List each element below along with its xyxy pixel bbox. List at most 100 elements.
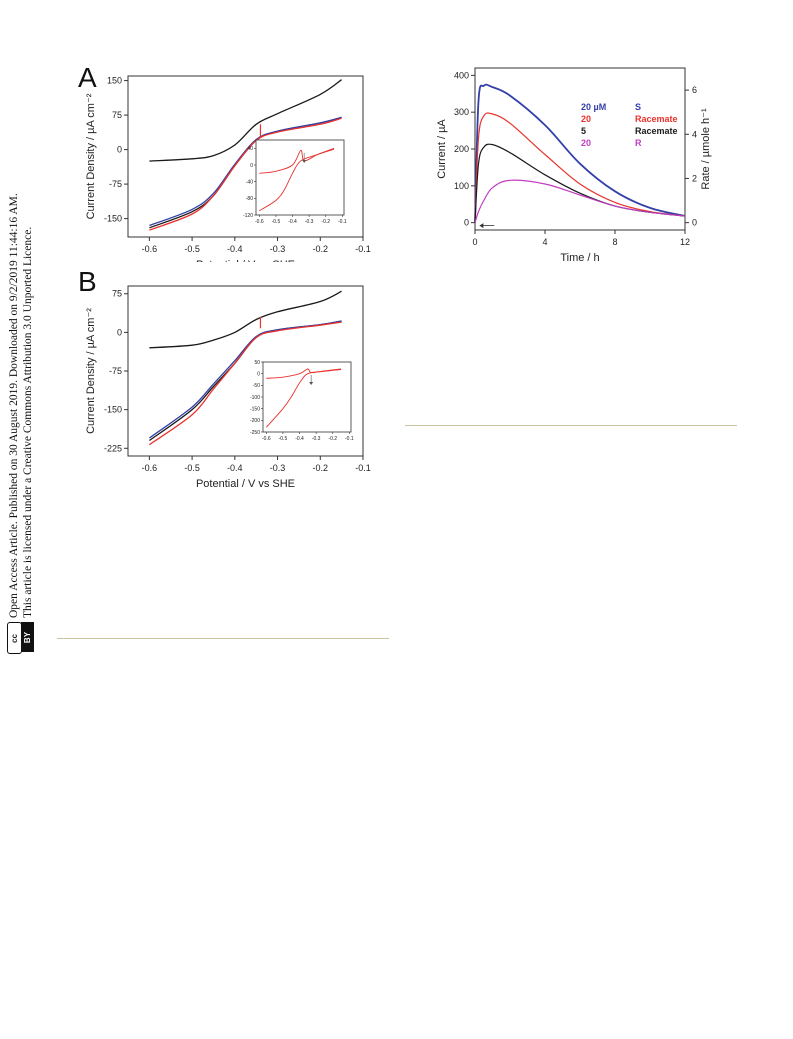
x-tick-label: -0.5	[184, 463, 200, 473]
inset-y-tick-label: -200	[250, 418, 260, 424]
x-tick-label: 0	[472, 237, 477, 247]
x-tick-label: -0.2	[313, 244, 329, 254]
inset-y-tick-label: -250	[250, 430, 260, 436]
panel-b-letter: B	[78, 266, 97, 297]
inset-plot: -0.6 -0.5 -0.4 -0.3 -0.2 -0.1 40 0 -40 -80 -120	[243, 139, 347, 225]
figure-b-chart: -0.6 -0.5 -0.4 -0.3 -0.2 -0.1 75 0 -75 -150 -225 Po…	[85, 285, 371, 490]
y-axis-label: Current / µA	[436, 119, 448, 179]
inset-y-tick-label: -40	[246, 179, 253, 185]
x-tick-label: -0.1	[355, 244, 371, 254]
ketone-arrowhead	[309, 382, 314, 385]
x-tick-label: 8	[612, 237, 617, 247]
cv-trace	[149, 117, 342, 231]
x-tick-label: -0.3	[270, 463, 286, 473]
inset-y-tick-label: -120	[243, 213, 253, 219]
x-tick-label: -0.4	[227, 244, 243, 254]
y-tick-label: 100	[454, 181, 469, 191]
y-axis-label: Current Density / µA cm⁻²	[85, 93, 97, 219]
inset-x-tick-label: -0.6	[262, 436, 271, 442]
inset-plot: -0.6 -0.5 -0.4 -0.3 -0.2 -0.1 50 0 -50 -100 -150 -2…	[250, 360, 354, 442]
inset-y-tick-label: -80	[246, 196, 253, 202]
x-tick-label: -0.6	[142, 244, 158, 254]
figure-a-chart: -0.6 -0.5 -0.4 -0.3 -0.2 -0.1 150 75 0 -75 -150 Pot…	[85, 75, 371, 262]
legend-conc: 20	[581, 138, 591, 148]
by-icon: BY	[21, 622, 34, 652]
legend-conc: 5	[581, 126, 586, 136]
y-tick-label: 0	[117, 327, 122, 337]
y-tick-label: -150	[104, 214, 122, 224]
x-tick-label: -0.3	[270, 244, 286, 254]
inset-x-tick-label: -0.2	[328, 436, 337, 442]
license-line-1: Open Access Article. Published on 30 Aug…	[8, 193, 20, 618]
inset-y-tick-label: 50	[254, 360, 260, 366]
x-axis-label: Time / h	[560, 252, 599, 262]
y-axis-label: Current Density / µA cm⁻²	[85, 308, 97, 434]
inset-y-tick-label: -100	[250, 395, 260, 401]
legend-enantiomer: Racemate	[635, 114, 678, 124]
plot-frame	[127, 75, 364, 238]
cc-icon: cc	[7, 622, 22, 654]
cv-trace	[149, 290, 342, 349]
inset-x-tick-label: -0.1	[338, 219, 347, 225]
license-sidebar: Open Access Article. Published on 30 Aug…	[0, 0, 40, 660]
inset-trace-return	[259, 148, 335, 212]
y-tick-label: 150	[107, 76, 122, 86]
legend-conc: 20	[581, 114, 591, 124]
y-tick-label: 400	[454, 70, 469, 80]
y2-tick-label: 0	[692, 218, 697, 228]
y-tick-label: -75	[109, 366, 122, 376]
inset-x-tick-label: -0.2	[321, 219, 330, 225]
y-tick-label: 0	[117, 145, 122, 155]
inset-y-tick-label: -50	[253, 383, 260, 389]
inset-x-tick-label: -0.3	[305, 219, 314, 225]
y-tick-label: 0	[464, 218, 469, 228]
inset-x-tick-label: -0.5	[279, 436, 288, 442]
time-trace	[474, 83, 686, 223]
inset-y-tick-label: 0	[250, 163, 253, 169]
x-axis-label: Potential / V vs SHE	[196, 259, 295, 262]
legend-conc: 20 µM	[581, 102, 606, 112]
inset-y-tick-label: 40	[247, 146, 253, 152]
y2-axis-label: Rate / µmole h⁻¹	[700, 108, 712, 190]
cv-trace	[149, 116, 342, 227]
inset-x-tick-label: -0.4	[288, 219, 297, 225]
panel-a-letter: A	[78, 62, 97, 93]
annotation-arrowhead	[479, 223, 484, 229]
y-tick-label: 75	[112, 289, 122, 299]
inset-x-tick-label: -0.4	[295, 436, 304, 442]
inset-frame	[255, 139, 345, 216]
inset-x-tick-label: -0.5	[272, 219, 281, 225]
x-tick-label: 12	[680, 237, 690, 247]
y2-tick-label: 6	[692, 85, 697, 95]
cv-trace	[149, 79, 342, 162]
x-axis-label: Potential / V vs SHE	[196, 478, 295, 490]
x-tick-label: -0.2	[313, 463, 329, 473]
inset-trace-return	[265, 369, 342, 428]
ketone-arrowhead	[302, 160, 307, 163]
y2-tick-label: 2	[692, 173, 697, 183]
x-tick-label: -0.5	[184, 244, 200, 254]
left-column-rule	[57, 638, 389, 639]
legend: 20 µM S 20 Racemate 5 Racemate 20 R	[581, 102, 678, 148]
y-tick-label: 75	[112, 110, 122, 120]
inset-y-tick-label: -150	[250, 406, 260, 412]
legend-enantiomer: R	[635, 138, 642, 148]
license-line-2: This article is licensed under a Creativ…	[22, 226, 34, 618]
time-trace	[474, 112, 686, 223]
y-tick-label: 300	[454, 107, 469, 117]
x-tick-label: -0.6	[142, 463, 158, 473]
cc-by-badge[interactable]: cc BY	[7, 622, 35, 654]
cv-trace	[149, 321, 342, 446]
inset-x-tick-label: -0.3	[312, 436, 321, 442]
x-tick-label: -0.1	[355, 463, 371, 473]
x-tick-label: 4	[542, 237, 547, 247]
legend-enantiomer: Racemate	[635, 126, 678, 136]
y-tick-label: -150	[104, 405, 122, 415]
y2-tick-label: 4	[692, 129, 697, 139]
inset-x-tick-label: -0.6	[255, 219, 264, 225]
x-tick-label: -0.4	[227, 463, 243, 473]
inset-y-tick-label: 0	[257, 371, 260, 377]
inset-x-tick-label: -0.1	[345, 436, 354, 442]
legend-enantiomer: S	[635, 102, 641, 112]
